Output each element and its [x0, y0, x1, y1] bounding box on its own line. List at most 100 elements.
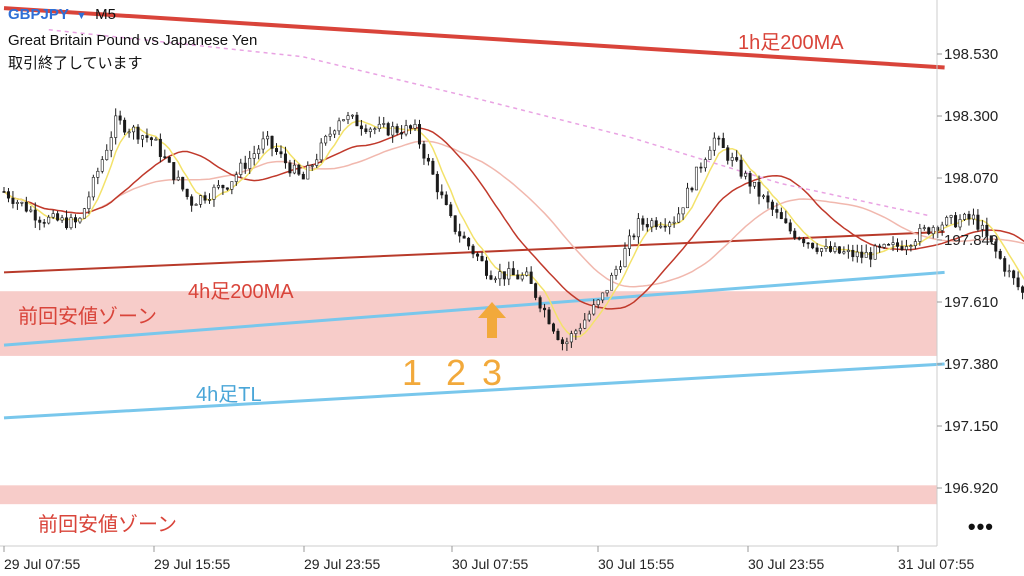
candle-body — [73, 217, 77, 223]
candle-body — [453, 215, 457, 232]
triangle-down-icon[interactable]: ▼ — [76, 10, 87, 22]
candle-body — [33, 209, 37, 221]
candle-body — [779, 212, 783, 220]
candle-body — [47, 216, 51, 224]
price-tick-label-3: 198.070 — [944, 170, 998, 187]
price-tick-label-4: 197.840 — [944, 232, 998, 249]
trendline-label: 4h足TL — [196, 384, 262, 406]
candle-body — [109, 137, 113, 151]
candle-body — [1012, 270, 1016, 279]
candle-body — [225, 187, 229, 190]
candle-body — [176, 176, 180, 181]
candle-body — [248, 157, 252, 169]
candle-body — [824, 246, 828, 249]
candle-body — [208, 199, 212, 201]
candle-body — [489, 275, 493, 280]
zone-band-1 — [0, 291, 937, 356]
zone-upper-label: 前回安値ゾーン — [18, 306, 157, 328]
candle-body — [382, 123, 386, 125]
candle-body — [15, 202, 19, 204]
candle-body — [1007, 270, 1011, 273]
candle-body — [806, 242, 810, 245]
candle-body — [257, 148, 261, 154]
candle-body — [690, 187, 694, 191]
candle-body — [520, 275, 524, 280]
candle-body — [324, 135, 328, 144]
candle-body — [811, 242, 815, 249]
candle-body — [471, 245, 475, 255]
candle-body — [565, 341, 569, 345]
candle-body — [462, 235, 466, 239]
candle-body — [730, 157, 734, 161]
candle-body — [677, 213, 681, 223]
candle-body — [42, 222, 46, 224]
candle-body — [458, 231, 462, 237]
candle-body — [216, 184, 220, 188]
candle-body — [190, 196, 194, 206]
series-line-1 — [3, 6, 945, 70]
candle-body — [904, 246, 908, 250]
candle-body — [940, 224, 944, 231]
candle-body — [391, 126, 395, 136]
ma-light-line — [3, 140, 1024, 288]
ma-1h200-label: 1h足200MA — [738, 32, 844, 54]
candle-body — [373, 128, 377, 131]
candle-body — [38, 219, 42, 223]
ma-4h200-label: 4h足200MA — [188, 281, 294, 303]
candle-body — [426, 157, 430, 162]
candle-body — [775, 209, 779, 213]
symbol-label[interactable]: GBPJPY — [8, 6, 69, 23]
symbol-row[interactable]: GBPJPY ▼ M5 — [8, 6, 116, 23]
time-tick-labels: 29 Jul 07:55 29 Jul 15:55 29 Jul 23:55 30 J… — [3, 546, 974, 572]
time-tick-label-5: 30 Jul 15:55 — [598, 556, 674, 572]
candle-body — [310, 165, 314, 167]
candle-body — [614, 269, 618, 276]
more-dots-icon[interactable]: ••• — [967, 514, 994, 539]
price-tick-label-6: 197.380 — [944, 356, 998, 373]
candle-body — [833, 246, 837, 252]
candle-body — [538, 297, 542, 309]
candle-body — [998, 250, 1002, 259]
candle-body — [708, 149, 712, 160]
candle-body — [234, 174, 238, 182]
series-layer — [3, 6, 1024, 420]
candle-body — [476, 253, 480, 257]
candle-body — [659, 225, 663, 228]
candle-body — [252, 153, 256, 159]
candle-body — [860, 251, 864, 258]
candle-body — [878, 245, 882, 248]
candle-body — [641, 218, 645, 225]
candle-body — [230, 181, 234, 190]
candle-body — [100, 159, 104, 172]
timeframe-label[interactable]: M5 — [95, 6, 116, 23]
candle-body — [681, 207, 685, 215]
candle-body — [761, 195, 765, 198]
candle-body — [837, 246, 841, 254]
candle-body — [149, 137, 153, 141]
zone-lower-label: 前回安値ゾーン — [38, 514, 177, 536]
series-line-3 — [3, 362, 945, 420]
candle-body — [989, 235, 993, 243]
candle-body — [1021, 286, 1024, 293]
candle-body — [784, 218, 788, 224]
count-label-3: 3 — [482, 352, 503, 393]
candle-body — [654, 220, 658, 228]
candle-body — [815, 247, 819, 252]
candle-body — [802, 238, 806, 244]
candle-body — [882, 243, 886, 248]
candle-body — [668, 222, 672, 227]
candle-body — [511, 268, 515, 276]
candle-body — [386, 123, 390, 136]
candle-body — [194, 204, 198, 206]
candle-body — [770, 201, 774, 210]
time-tick-label-2: 29 Jul 15:55 — [154, 556, 230, 572]
zones-layer — [0, 291, 937, 505]
candle-body — [493, 278, 497, 281]
candle-body — [721, 138, 725, 149]
candle-body — [181, 176, 185, 190]
count-label-1: 1 — [402, 352, 423, 393]
candle-body — [484, 260, 488, 276]
candle-body — [931, 227, 935, 235]
candle-body — [78, 217, 82, 223]
